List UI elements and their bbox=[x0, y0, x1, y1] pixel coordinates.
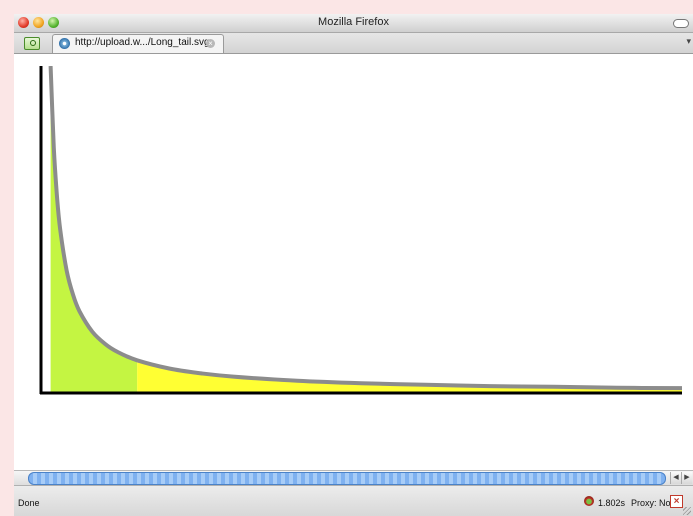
sidebar-toggle-icon[interactable] bbox=[24, 37, 40, 50]
load-timing: 1.802s bbox=[598, 498, 626, 508]
tab-list-icon[interactable]: ▾ bbox=[686, 36, 691, 46]
close-icon[interactable]: × bbox=[206, 39, 215, 48]
firebug-icon[interactable] bbox=[584, 496, 594, 506]
scroll-right-icon[interactable]: ▶ bbox=[681, 472, 692, 484]
wikimedia-icon bbox=[59, 38, 70, 49]
page-content bbox=[14, 54, 693, 470]
toolbar-toggle-icon[interactable] bbox=[673, 19, 689, 28]
scroll-thumb[interactable] bbox=[28, 472, 666, 485]
zoom-icon[interactable] bbox=[48, 17, 59, 28]
scroll-left-icon[interactable]: ◀ bbox=[670, 472, 681, 484]
proxy-status[interactable]: Proxy: None bbox=[631, 498, 681, 508]
horizontal-scrollbar[interactable]: ◀ ▶ bbox=[14, 470, 693, 485]
status-text: Done bbox=[18, 498, 40, 508]
tail-area bbox=[137, 360, 682, 393]
status-bar: Done 1.802s Proxy: None × bbox=[14, 485, 693, 516]
title-bar: Mozilla Firefox bbox=[14, 14, 693, 33]
long-tail-curve bbox=[48, 66, 683, 391]
resize-grip-icon[interactable] bbox=[683, 507, 691, 515]
tab-label: http://upload.w.../Long_tail.svg bbox=[75, 37, 210, 48]
browser-window: Mozilla Firefox http://upload.w.../Long_… bbox=[14, 14, 693, 516]
tab-bar: http://upload.w.../Long_tail.svg × ▾ bbox=[14, 33, 693, 54]
minimize-icon[interactable] bbox=[33, 17, 44, 28]
proxy-disabled-icon[interactable]: × bbox=[670, 495, 683, 508]
long-tail-chart bbox=[39, 66, 683, 395]
close-icon[interactable] bbox=[18, 17, 29, 28]
tab-long-tail[interactable]: http://upload.w.../Long_tail.svg × bbox=[52, 34, 224, 53]
head-area bbox=[50, 66, 138, 393]
window-title: Mozilla Firefox bbox=[318, 16, 389, 28]
